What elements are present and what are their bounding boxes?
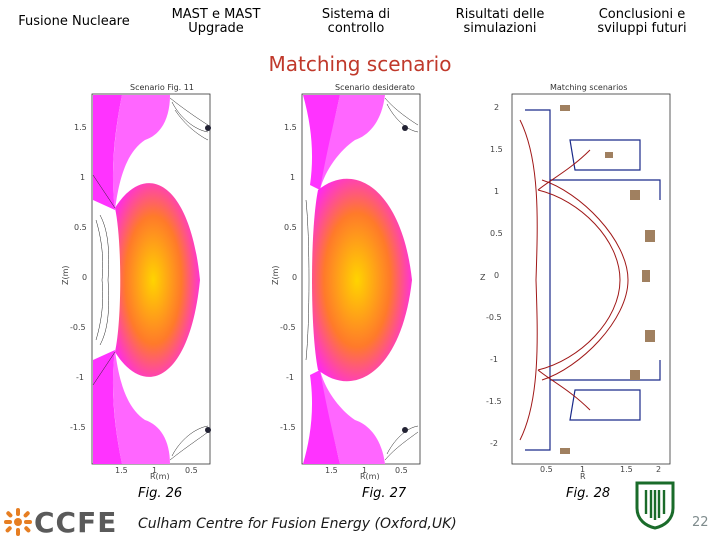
section-nav: Fusione Nucleare MAST e MAST Upgrade Sis… (0, 0, 720, 44)
y-tick: -2 (490, 439, 498, 448)
page-number: 22 (692, 515, 709, 530)
y-tick: 0.5 (284, 223, 297, 232)
coil-marker (402, 427, 408, 433)
tab-conclusioni[interactable]: Conclusioni e sviluppi futuri (597, 7, 687, 36)
y-tick: 1.5 (490, 145, 503, 154)
y-tick: 1 (494, 187, 499, 196)
plasma-region (312, 178, 412, 382)
y-tick: 2 (494, 103, 499, 112)
university-crest-icon (635, 481, 675, 530)
plot-title: Scenario Fig. 11 (130, 83, 194, 92)
x-tick: 1 (362, 466, 367, 475)
caption-fig-26: Fig. 26 (138, 486, 183, 501)
x-tick: 0.5 (185, 466, 198, 475)
y-tick: -1 (76, 373, 84, 382)
x-tick: 2 (656, 465, 661, 474)
x-tick: 1 (580, 465, 585, 474)
coil-marker (205, 427, 211, 433)
footer-institution: Culham Centre for Fusion Energy (Oxford,… (138, 516, 457, 532)
y-tick: -1 (286, 373, 294, 382)
pf-coils (560, 105, 655, 454)
tab-sistema-controllo[interactable]: Sistema di controllo (321, 7, 391, 36)
x-axis-label: R(m) (360, 472, 380, 480)
ccfe-logo-text: CCFE (34, 506, 118, 539)
y-axis-label: Z(m) (271, 265, 280, 285)
x-tick: 0.5 (395, 466, 408, 475)
y-tick: 0.5 (74, 223, 87, 232)
x-axis-label: R(m) (150, 472, 170, 480)
x-tick: 1.5 (620, 465, 633, 474)
y-tick: -1.5 (280, 423, 296, 432)
vessel-outline (525, 109, 661, 451)
figure-27-plot: Scenario desiderato 1.5 1 0.5 0 -0.5 -1 … (271, 83, 421, 480)
coil-marker (402, 125, 408, 131)
coil-marker (205, 125, 211, 131)
y-tick: 0.5 (490, 229, 503, 238)
tab-fusione-nucleare[interactable]: Fusione Nucleare (18, 14, 130, 29)
plot-title: Matching scenarios (550, 83, 627, 92)
y-tick: 0 (82, 273, 87, 282)
y-tick: -0.5 (486, 313, 502, 322)
x-tick: 0.5 (540, 465, 553, 474)
plasma-region (115, 183, 200, 377)
y-tick: 1.5 (284, 123, 297, 132)
y-tick: -1.5 (70, 423, 86, 432)
x-axis-label: R (580, 472, 586, 480)
slide-title: Matching scenario (268, 52, 452, 76)
y-tick: 0 (292, 273, 297, 282)
plot-title: Scenario desiderato (335, 83, 415, 92)
y-tick: 0 (494, 271, 499, 280)
ccfe-logo-icon (4, 508, 32, 536)
x-tick: 1.5 (115, 466, 128, 475)
y-tick: -0.5 (280, 323, 296, 332)
y-tick: 1.5 (74, 123, 87, 132)
y-axis-label: Z (480, 273, 486, 282)
y-tick: -1 (490, 355, 498, 364)
y-axis-label: Z(m) (61, 265, 70, 285)
caption-fig-28: Fig. 28 (566, 486, 611, 501)
x-tick: 1 (152, 466, 157, 475)
y-tick: 1 (80, 173, 85, 182)
x-tick: 1.5 (325, 466, 338, 475)
figure-26-plot: Scenario Fig. 11 1.5 1 0.5 0 -0.5 -1 -1.… (61, 83, 211, 480)
tab-risultati-simulazioni[interactable]: Risultati delle simulazioni (455, 7, 545, 36)
separatrix (519, 119, 629, 441)
y-tick: -0.5 (70, 323, 86, 332)
caption-fig-27: Fig. 27 (362, 486, 407, 501)
y-tick: 1 (290, 173, 295, 182)
y-tick: -1.5 (486, 397, 502, 406)
figure-28-plot: Matching scenarios 2 1.5 1 0.5 0 -0.5 -1… (480, 83, 671, 480)
tab-mast-upgrade[interactable]: MAST e MAST Upgrade (171, 7, 261, 36)
